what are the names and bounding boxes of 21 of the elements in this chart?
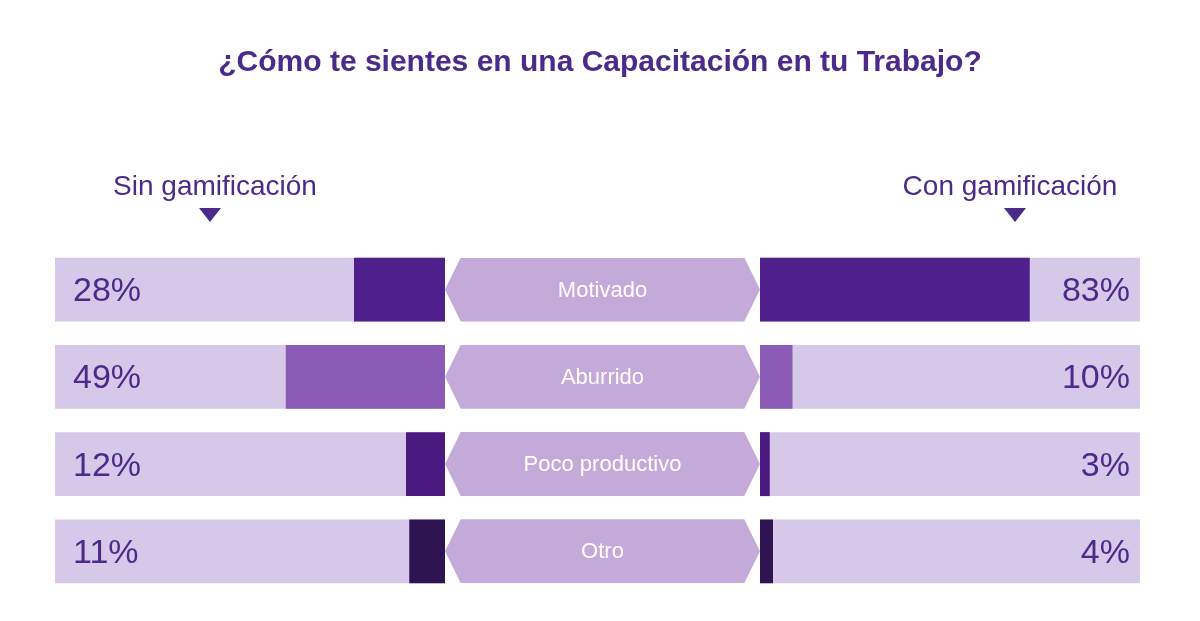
data-label: 28% (73, 270, 142, 308)
y-tick-label: Otro (581, 538, 624, 565)
data-label: 4% (1080, 531, 1130, 570)
bar (760, 432, 770, 497)
data-label: 10% (1061, 357, 1130, 396)
data-label: 83% (1061, 270, 1130, 308)
y-tick-label: Motivado (557, 276, 648, 303)
text: Sin gamificación (112, 170, 318, 202)
y-tick-label: Poco productivo (523, 451, 682, 478)
data-label: 11% (73, 531, 139, 570)
data-label: 3% (1080, 444, 1130, 483)
bar (409, 519, 445, 584)
text: ¿Cómo te sientes en una Capacitación en tu Trabajo? (217, 44, 983, 78)
text: Con gamificación (901, 170, 1119, 202)
bar (406, 432, 445, 497)
bar (760, 519, 773, 584)
data-label: 49% (73, 357, 142, 396)
data-label: 12% (73, 444, 142, 483)
bar (354, 257, 445, 322)
y-tick-label: Aburrido (560, 363, 645, 390)
bar (760, 344, 793, 409)
